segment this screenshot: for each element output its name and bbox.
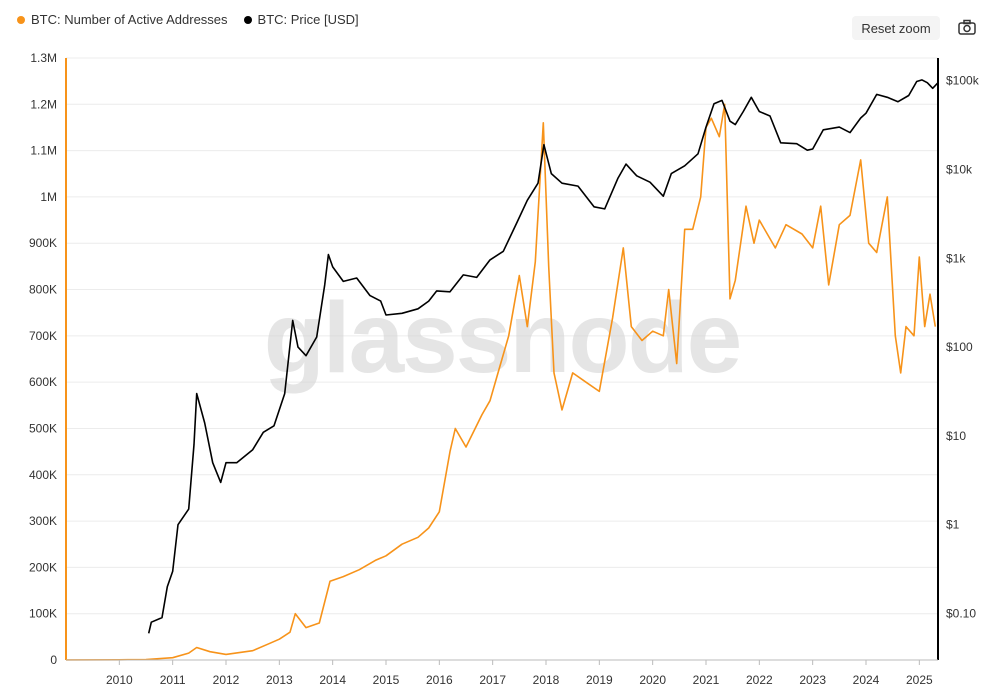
x-axis-tick-label: 2022 [746,673,773,687]
x-axis-tick-label: 2024 [853,673,880,687]
legend-label-price: BTC: Price [USD] [257,12,359,27]
left-axis-tick-label: 600K [29,375,57,389]
right-axis-tick-label: $100 [946,340,973,354]
axes-layer: 0 100K 200K 300K 400K 500K 600K 700K 800K 900K 1M 1… [29,51,980,687]
legend-dot-icon [243,15,252,24]
series-layer [65,79,939,661]
right-axis-tick-label: $0.10 [946,607,976,621]
legend-label-active-addresses: BTC: Number of Active Addresses [31,12,228,27]
x-axis-tick-label: 2023 [799,673,826,687]
legend-item-active-addresses[interactable]: BTC: Number of Active Addresses [17,12,228,27]
legend-dot-icon [17,15,25,24]
left-axis-tick-label: 1.2M [30,97,57,111]
left-axis-tick-label: 700K [29,329,57,343]
x-axis-tick-label: 2025 [906,673,933,687]
reset-zoom-button[interactable]: Reset zoom [852,16,940,40]
left-axis-tick-label: 1M [40,190,57,204]
left-axis-tick-label: 100K [29,607,57,621]
left-axis-tick-label: 400K [29,468,57,482]
left-axis-tick-label: 1.3M [30,51,57,65]
right-axis-tick-label: $100k [946,74,980,88]
x-axis-tick-label: 2014 [319,673,346,687]
right-axis-tick-label: $10k [946,162,973,176]
x-axis-tick-label: 2021 [693,673,720,687]
right-axis-tick-label: $1k [946,251,966,265]
x-axis-tick-label: 2020 [639,673,666,687]
x-axis-tick-label: 2018 [533,673,560,687]
left-axis-tick-label: 200K [29,560,57,574]
x-axis-tick-label: 2015 [373,673,400,687]
x-axis-tick-label: 2013 [266,673,293,687]
x-axis-tick-label: 2017 [479,673,506,687]
x-axis-tick-label: 2012 [213,673,240,687]
left-axis-tick-label: 800K [29,283,57,297]
watermark: glassnode [264,282,741,394]
x-axis-tick-label: 2010 [106,673,133,687]
series-line-active-addresses [65,103,937,661]
x-axis-tick-label: 2019 [586,673,613,687]
left-axis-tick-label: 500K [29,421,57,435]
legend-item-price[interactable]: BTC: Price [USD] [243,12,359,27]
left-axis-tick-label: 0 [50,653,57,667]
left-axis-tick-label: 1.1M [30,144,57,158]
chart-legend: BTC: Number of Active Addresses BTC: Pri… [17,12,359,27]
camera-icon[interactable] [958,19,976,35]
series-line-price [147,79,939,634]
left-axis-tick-label: 900K [29,236,57,250]
left-axis-tick-label: 300K [29,514,57,528]
x-axis-tick-label: 2016 [426,673,453,687]
right-axis-tick-label: $10 [946,429,966,443]
x-axis-tick-label: 2011 [160,673,186,687]
right-axis-tick-label: $1 [946,518,960,532]
